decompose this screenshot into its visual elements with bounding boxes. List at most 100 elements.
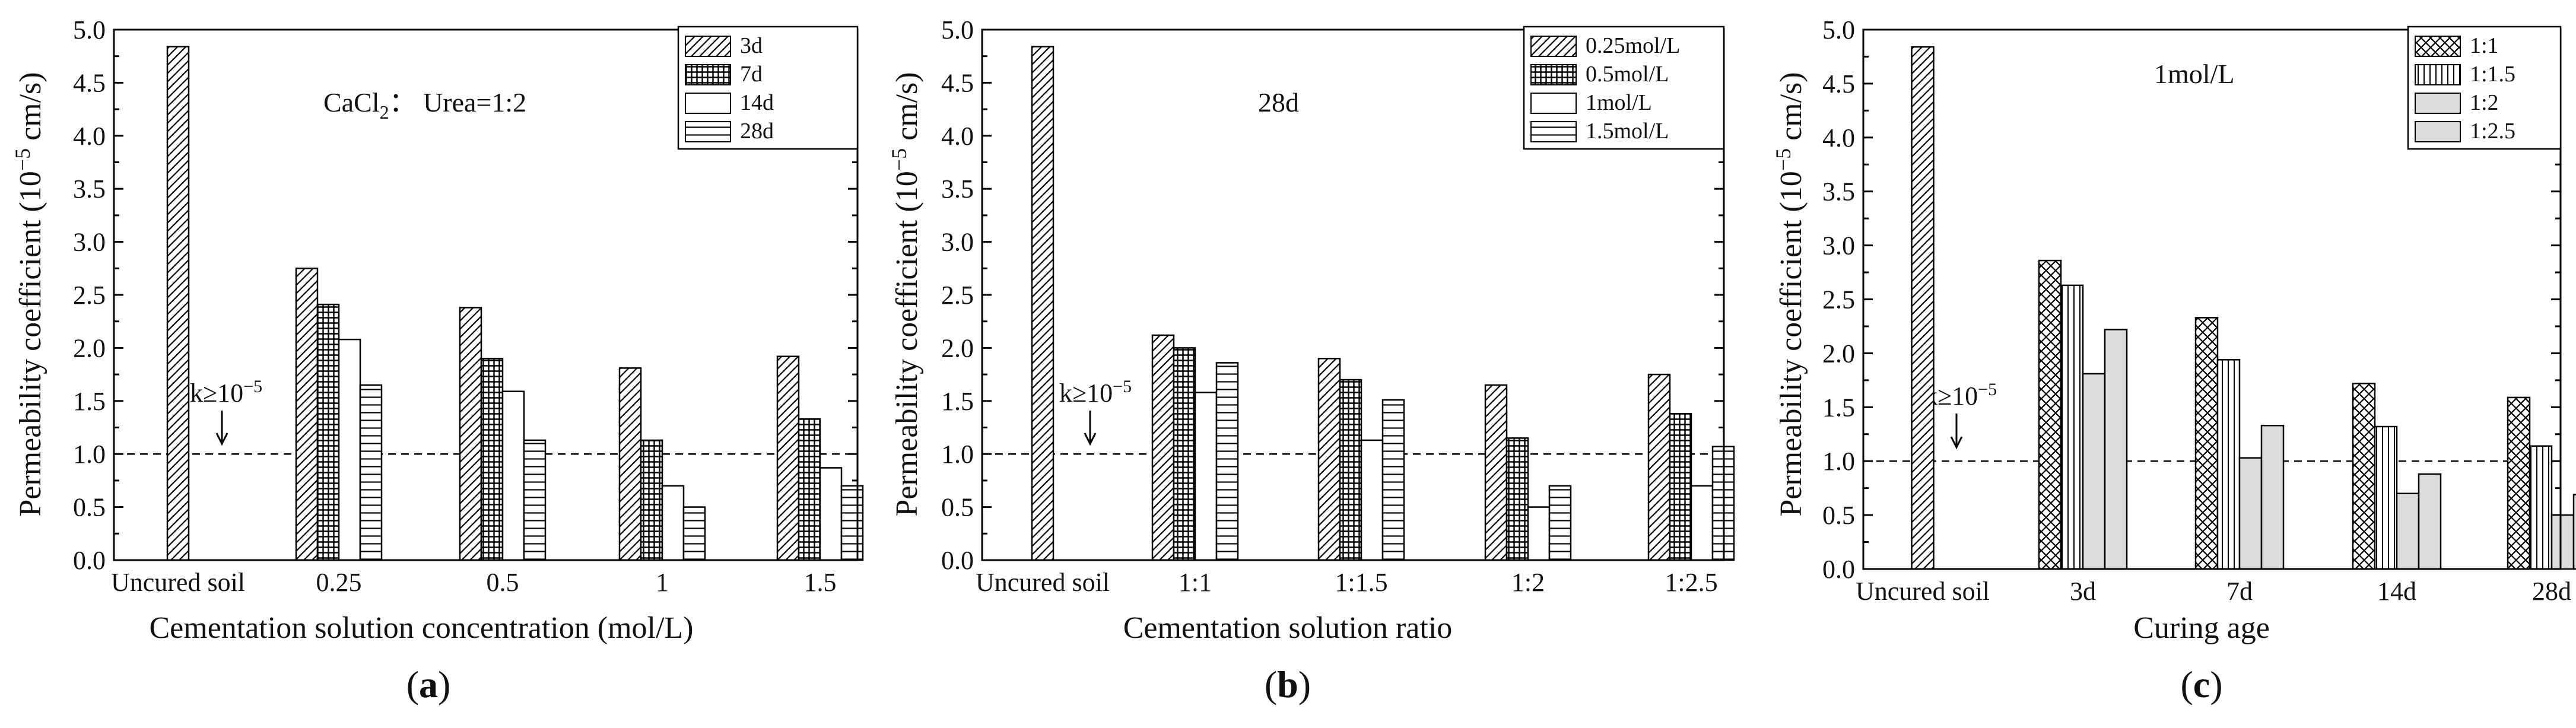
legend: 0.25mol/L 0.5mol/L 1mol/L 1.5mol/L: [1523, 26, 1725, 150]
y-axis-label: Permeability coefficient (10−5 cm/s): [1771, 72, 1808, 516]
legend-swatch: [685, 93, 731, 114]
legend-swatch: [1530, 93, 1577, 114]
legend-swatch: [1530, 121, 1577, 142]
y-tick-label: 2.5: [941, 281, 974, 310]
bar-1:2.5-3d: [2104, 329, 2128, 570]
threshold-label: k≥10−5: [1924, 380, 1997, 411]
legend: 3d 7d 14d 28d: [677, 26, 859, 150]
y-axis-label: Permeability coefficient (10−5 cm/s): [11, 72, 47, 516]
y-tick-label: 2.5: [73, 281, 106, 310]
bar-3d-1: [618, 367, 642, 561]
bar-3d-1.5: [776, 355, 800, 561]
bar-1mol/L-1:1: [1194, 392, 1218, 561]
bar-7d-1: [640, 439, 663, 561]
chart-annotation: CaCl2： Urea=1:2: [323, 87, 526, 123]
y-tick-label: 0.5: [1822, 501, 1855, 530]
legend-label: 1:2.5: [2470, 119, 2515, 144]
x-tick-label: Uncured soil: [976, 568, 1110, 597]
x-axis-label: Curing age: [2133, 611, 2270, 645]
x-tick-label: 1.5: [804, 568, 837, 597]
y-axis-label: Permeability coefficient (10−5 cm/s): [887, 72, 924, 516]
x-tick-label: 1:1.5: [1335, 568, 1387, 597]
y-tick-label: 0.5: [73, 493, 106, 522]
bar-1:1.5-28d: [2529, 445, 2553, 570]
x-tick-label: 7d: [2226, 577, 2253, 606]
legend: 1:1 1:1.5 1:2 1:2.5: [2407, 26, 2562, 150]
bar-0.5mol/L-1:2: [1505, 437, 1529, 561]
chart-panel-a: Permeability coefficient (10−5 cm/s) Cem…: [11, 15, 864, 705]
panel-label: (a): [406, 663, 451, 705]
x-tick-label: 1: [656, 568, 669, 597]
y-tick-label: 4.0: [1822, 123, 1855, 152]
bar-1:2-3d: [2082, 373, 2106, 570]
legend-swatch: [685, 64, 731, 85]
bar-7d-1.5: [798, 418, 821, 561]
legend-swatch: [1530, 64, 1577, 85]
plot-frame: [113, 28, 859, 561]
bar-uncured-soil: [166, 46, 190, 561]
bar-7d-0.5: [480, 358, 504, 561]
x-tick-label: 1:1: [1179, 568, 1212, 597]
bar-1:2.5-14d: [2418, 473, 2442, 570]
legend-label: 0.5mol/L: [1586, 62, 1669, 87]
y-tick-label: 1.0: [73, 440, 106, 469]
legend-label: 1.5mol/L: [1586, 119, 1669, 144]
y-tick-label: 0.0: [73, 546, 106, 575]
legend-label: 3d: [740, 33, 763, 58]
plot-frame: [981, 28, 1725, 561]
bar-1:1.5-7d: [2216, 359, 2241, 570]
legend-label: 14d: [740, 90, 774, 115]
bar-0.5mol/L-1:2.5: [1669, 413, 1692, 561]
legend-swatch: [2415, 36, 2461, 57]
x-tick-label: 28d: [2532, 577, 2571, 606]
y-tick-label: 0.5: [941, 493, 974, 522]
bar-uncured-soil: [1031, 46, 1054, 561]
threshold-label: k≥10−5: [190, 377, 262, 408]
bar-1:1.5-14d: [2374, 425, 2398, 570]
x-tick-label: 0.25: [316, 568, 362, 597]
legend-swatch: [2415, 121, 2461, 142]
bar-1:2-28d: [2550, 514, 2575, 570]
bar-0.25mol/L-1:1.5: [1317, 358, 1341, 561]
bar-1:2-7d: [2238, 457, 2263, 570]
x-tick-label: 1:2: [1511, 568, 1545, 597]
y-tick-label: 4.5: [73, 68, 106, 97]
legend-swatch: [685, 36, 731, 57]
legend-label: 28d: [740, 119, 774, 144]
legend-swatch: [1530, 36, 1577, 57]
y-tick-label: 5.0: [1822, 15, 1855, 44]
bar-0.5mol/L-1:1.5: [1339, 379, 1362, 561]
bar-1:1-28d: [2507, 396, 2531, 570]
panel-label: (b): [1265, 663, 1311, 705]
y-tick-label: 4.5: [1822, 69, 1855, 98]
bar-28d-0.5: [523, 439, 547, 561]
legend-label: 1:1: [2470, 33, 2499, 58]
y-tick-label: 1.0: [941, 440, 974, 469]
legend-swatch: [2415, 93, 2461, 114]
bar-1.5mol/L-1:1: [1215, 362, 1239, 561]
bar-1.5mol/L-1:1.5: [1381, 399, 1405, 561]
bar-3d-0.25: [295, 268, 319, 561]
y-tick-label: 4.0: [941, 122, 974, 151]
bar-uncured-soil: [1911, 46, 1935, 570]
y-tick-label: 0.0: [941, 546, 974, 575]
x-tick-label: 1:2.5: [1665, 568, 1717, 597]
y-tick-label: 5.0: [73, 15, 106, 44]
y-tick-label: 3.5: [73, 174, 106, 204]
bar-14d-0.25: [338, 338, 361, 561]
y-tick-label: 2.0: [1822, 339, 1855, 368]
y-tick-label: 2.5: [1822, 285, 1855, 314]
bar-1mol/L-1:2.5: [1690, 485, 1714, 561]
y-tick-label: 1.5: [941, 387, 974, 416]
bar-0.5mol/L-1:1: [1173, 347, 1196, 561]
x-tick-label: Uncured soil: [111, 568, 245, 597]
legend-swatch: [685, 121, 731, 142]
legend-swatch: [2415, 64, 2461, 85]
y-tick-label: 3.0: [73, 228, 106, 257]
y-tick-label: 3.5: [1822, 177, 1855, 206]
bar-14d-0.5: [501, 390, 525, 561]
chart-panel-c: Permeability coefficient (10−5 cm/s) Cur…: [1771, 15, 2576, 705]
plot-frame: [1862, 28, 2562, 570]
